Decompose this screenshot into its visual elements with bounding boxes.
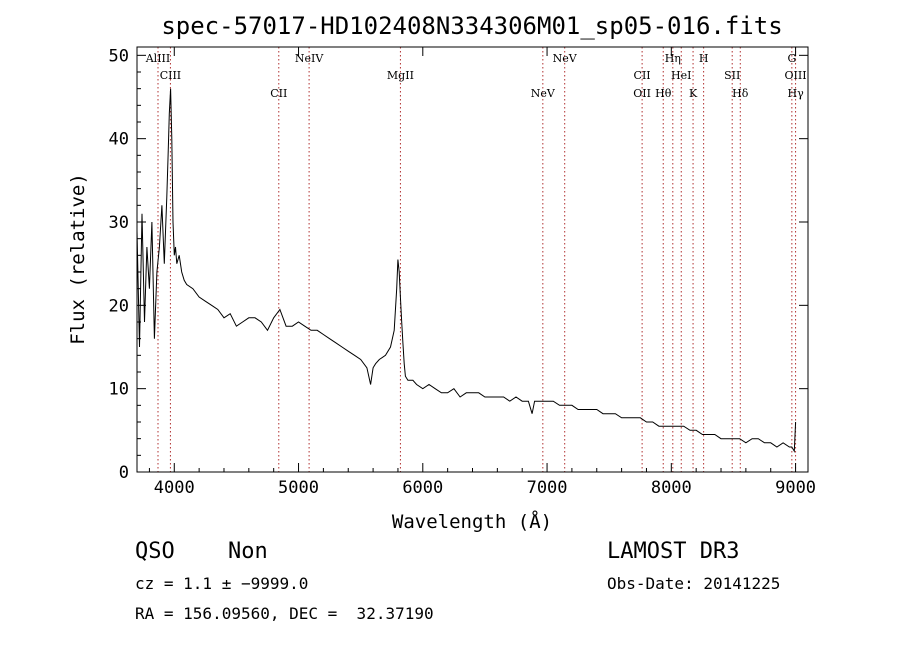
x-tick-label: 8000 (651, 478, 692, 498)
redshift-text: cz = 1.1 ± −9999.0 (135, 574, 308, 593)
emission-line-label: OII (633, 87, 651, 100)
x-tick-label: 4000 (154, 478, 195, 498)
y-tick-label: 40 (109, 130, 129, 150)
emission-line-label: SII (724, 69, 740, 82)
object-class: QSO (135, 539, 175, 564)
x-axis-label: Wavelength (Å) (392, 510, 552, 533)
emission-line-label: Hη (665, 52, 681, 65)
emission-line-label: G (787, 52, 796, 65)
y-tick-label: 30 (109, 213, 129, 233)
chart-title: spec-57017-HD102408N334306M01_sp05-016.f… (161, 12, 782, 40)
emission-line-label: CII (634, 69, 651, 82)
emission-line-label: K (689, 87, 698, 100)
x-tick-label: 5000 (278, 478, 319, 498)
emission-line-label: NeV (553, 52, 578, 65)
y-tick-label: 20 (109, 296, 129, 316)
emission-line-label: CII (270, 87, 287, 100)
y-tick-label: 50 (109, 46, 129, 66)
emission-line-label: NeIV (295, 52, 324, 65)
obs-date: Obs-Date: 20141225 (607, 574, 780, 593)
y-axis-label: Flux (relative) (67, 173, 89, 345)
emission-line-label: H (699, 52, 709, 65)
emission-line-label: HeI (671, 69, 691, 82)
emission-line-label: Hθ (655, 87, 672, 100)
emission-lines (157, 47, 797, 472)
ra-dec-text: RA = 156.09560, DEC = 32.37190 (135, 604, 434, 623)
axis-tick-labels: 4000 5000 6000 7000 8000 9000 0 10 20 30 40 50 (109, 46, 817, 498)
emission-line-label: Hδ (732, 87, 749, 100)
emission-line-label: NeV (531, 87, 556, 100)
y-tick-label: 10 (109, 380, 129, 400)
emission-line-label: MgII (387, 69, 414, 82)
emission-line-label: CIII (160, 69, 181, 82)
emission-line-labels: AlIII CIII CII NeIV MgII NeV NeV CII OII Hθ Hη HeI K… (145, 52, 807, 100)
object-subclass: Non (228, 539, 268, 564)
y-tick-label: 0 (119, 463, 129, 483)
plot-frame (136, 46, 809, 473)
x-tick-label: 9000 (775, 478, 816, 498)
emission-line-label: OIII (785, 69, 807, 82)
x-tick-label: 7000 (527, 478, 568, 498)
x-tick-label: 6000 (402, 478, 443, 498)
emission-line-label: AlIII (145, 52, 171, 65)
survey-name: LAMOST DR3 (607, 539, 739, 564)
axis-ticks (137, 47, 808, 473)
emission-line-label: Hγ (787, 87, 804, 100)
spectrum-series-line (136, 88, 797, 453)
